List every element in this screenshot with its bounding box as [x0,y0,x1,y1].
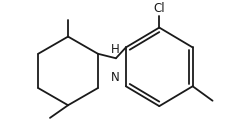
Text: Cl: Cl [153,2,165,15]
Text: H: H [111,43,119,56]
Text: N: N [111,56,119,84]
